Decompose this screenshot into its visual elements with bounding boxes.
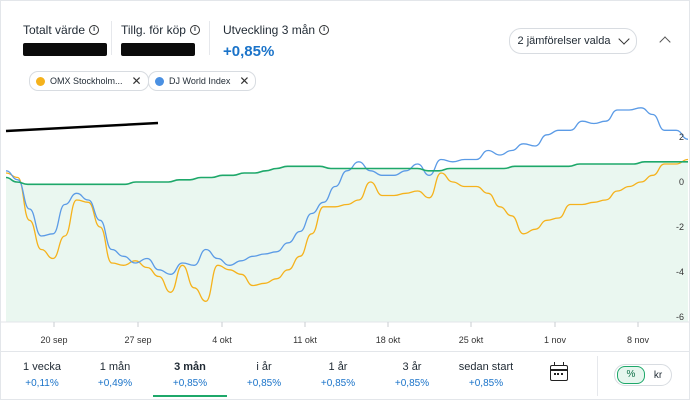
- period-label: sedan start: [458, 361, 514, 373]
- y-tick-label: -4: [676, 267, 684, 277]
- info-icon[interactable]: i: [319, 25, 330, 35]
- period-change: +0,11%: [25, 378, 59, 389]
- y-tick-label: 2: [679, 132, 684, 142]
- x-tick-label: 4 okt: [212, 335, 232, 345]
- chip-dj: DJ World Index ✕: [148, 71, 257, 91]
- x-tick-label: 20 sep: [40, 335, 67, 345]
- divider: [209, 21, 210, 55]
- period-0[interactable]: 1 vecka +0,11%: [5, 361, 79, 389]
- period-5[interactable]: 3 år +0,85%: [375, 361, 449, 389]
- period-change: +0,49%: [97, 378, 133, 389]
- annotation-stroke: [5, 121, 159, 133]
- divider: [1, 351, 690, 352]
- available-value-redacted: [121, 43, 195, 56]
- chip-omx: OMX Stockholm... ✕: [29, 71, 149, 91]
- performance-chart[interactable]: 20 sep 27 sep 4 okt 11 okt 18 okt 25 okt 1 nov…: [1, 101, 690, 351]
- period-change: +0,85%: [468, 378, 504, 389]
- x-tick-label: 1 nov: [544, 335, 567, 345]
- divider: [111, 21, 112, 55]
- lines-layer: [5, 107, 689, 302]
- close-icon[interactable]: ✕: [239, 74, 250, 88]
- y-tick-label: 0: [679, 177, 684, 187]
- period-change: +0,85%: [172, 378, 208, 389]
- x-tick-label: 25 okt: [459, 335, 484, 345]
- development-label: Utveckling 3 mån: [223, 23, 316, 37]
- period-label: 3 mån: [174, 361, 206, 373]
- chip-label: OMX Stockholm...: [50, 76, 123, 86]
- portfolio-area: [6, 161, 688, 322]
- chip-label: DJ World Index: [169, 76, 231, 86]
- total-value-redacted: [23, 43, 107, 56]
- period-1[interactable]: 1 mån +0,49%: [78, 361, 152, 389]
- omx-color-dot: [36, 76, 45, 86]
- period-label: 1 år: [328, 361, 348, 373]
- unit-toggle[interactable]: % kr: [614, 364, 672, 386]
- x-tick-label: 18 okt: [376, 335, 401, 345]
- period-change: +0,85%: [246, 378, 282, 389]
- period-3[interactable]: i år +0,85%: [227, 361, 301, 389]
- calendar-icon[interactable]: [550, 362, 568, 381]
- dj-line: [5, 107, 689, 275]
- x-tick-label: 8 nov: [627, 335, 650, 345]
- period-label: i år: [256, 361, 272, 373]
- chevron-down-icon: [618, 33, 631, 45]
- chevron-up-icon[interactable]: [659, 36, 671, 48]
- total-value-label: Totalt värde: [23, 23, 86, 37]
- available-label: Tillg. för köp: [121, 23, 186, 37]
- total-value-stat: Totalt värde i: [23, 23, 107, 59]
- x-axis: 20 sep 27 sep 4 okt 11 okt 18 okt 25 okt 1 nov…: [40, 322, 650, 345]
- currency-option[interactable]: kr: [653, 369, 663, 381]
- period-4[interactable]: 1 år +0,85%: [301, 361, 375, 389]
- y-axis: 2 0 -2 -4 -6: [676, 132, 684, 322]
- area-layer: [6, 161, 688, 322]
- divider: [597, 356, 598, 396]
- period-label: 1 vecka: [23, 361, 61, 373]
- dj-color-dot: [155, 76, 164, 86]
- period-label: 1 mån: [99, 361, 131, 373]
- info-icon[interactable]: i: [189, 25, 200, 35]
- comparisons-dropdown[interactable]: 2 jämförelser valda: [509, 28, 637, 54]
- development-stat: Utveckling 3 mån i +0,85%: [223, 23, 330, 60]
- percent-option[interactable]: %: [617, 366, 645, 384]
- period-2[interactable]: 3 mån +0,85%: [153, 361, 227, 389]
- y-tick-label: -6: [676, 312, 684, 322]
- y-tick-label: -2: [676, 222, 684, 232]
- period-change: +0,85%: [394, 378, 430, 389]
- available-stat: Tillg. för köp i: [121, 23, 200, 59]
- active-period-underline: [153, 395, 227, 397]
- omx-line: [5, 158, 689, 302]
- x-tick-label: 27 sep: [124, 335, 151, 345]
- comparisons-label: 2 jämförelser valda: [517, 35, 611, 47]
- period-6[interactable]: sedan start +0,85%: [449, 361, 523, 389]
- info-icon[interactable]: i: [89, 25, 100, 35]
- x-tick-label: 11 okt: [293, 335, 317, 345]
- period-change: +0,85%: [320, 378, 356, 389]
- close-icon[interactable]: ✕: [131, 74, 142, 88]
- development-value: +0,85%: [223, 43, 275, 60]
- portfolio-line: [5, 161, 688, 186]
- period-label: 3 år: [402, 361, 422, 373]
